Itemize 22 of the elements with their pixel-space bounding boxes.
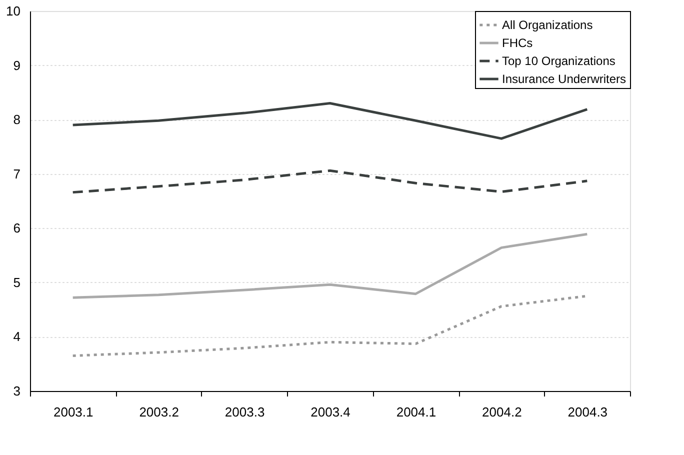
y-tick-label: 3 (13, 384, 20, 398)
x-tick-label: 2003.1 (53, 404, 94, 420)
legend-label: All Organizations (502, 18, 593, 32)
x-tick-label: 2004.1 (396, 404, 436, 420)
y-tick-label: 10 (6, 4, 20, 18)
y-tick-label: 4 (13, 329, 20, 344)
line-series (72, 169, 588, 194)
legend-label: Top 10 Organizations (502, 54, 616, 68)
x-tick-label: 2004.3 (568, 404, 608, 420)
y-tick-label: 8 (13, 112, 20, 128)
legend-label: Insurance Underwriters (502, 72, 626, 86)
x-tick-label: 2003.4 (310, 404, 350, 420)
y-tick-label: 9 (13, 58, 20, 73)
line-series (72, 102, 588, 140)
y-tick-label: 6 (13, 220, 20, 236)
line-series (72, 232, 588, 299)
x-tick-label: 2003.2 (139, 404, 179, 420)
x-tick-label: 2004.2 (482, 404, 522, 420)
x-tick-label: 2003.3 (224, 404, 265, 420)
legend-label: FHCs (502, 36, 533, 50)
y-tick-label: 5 (13, 274, 20, 290)
y-tick-label: 7 (13, 166, 20, 182)
